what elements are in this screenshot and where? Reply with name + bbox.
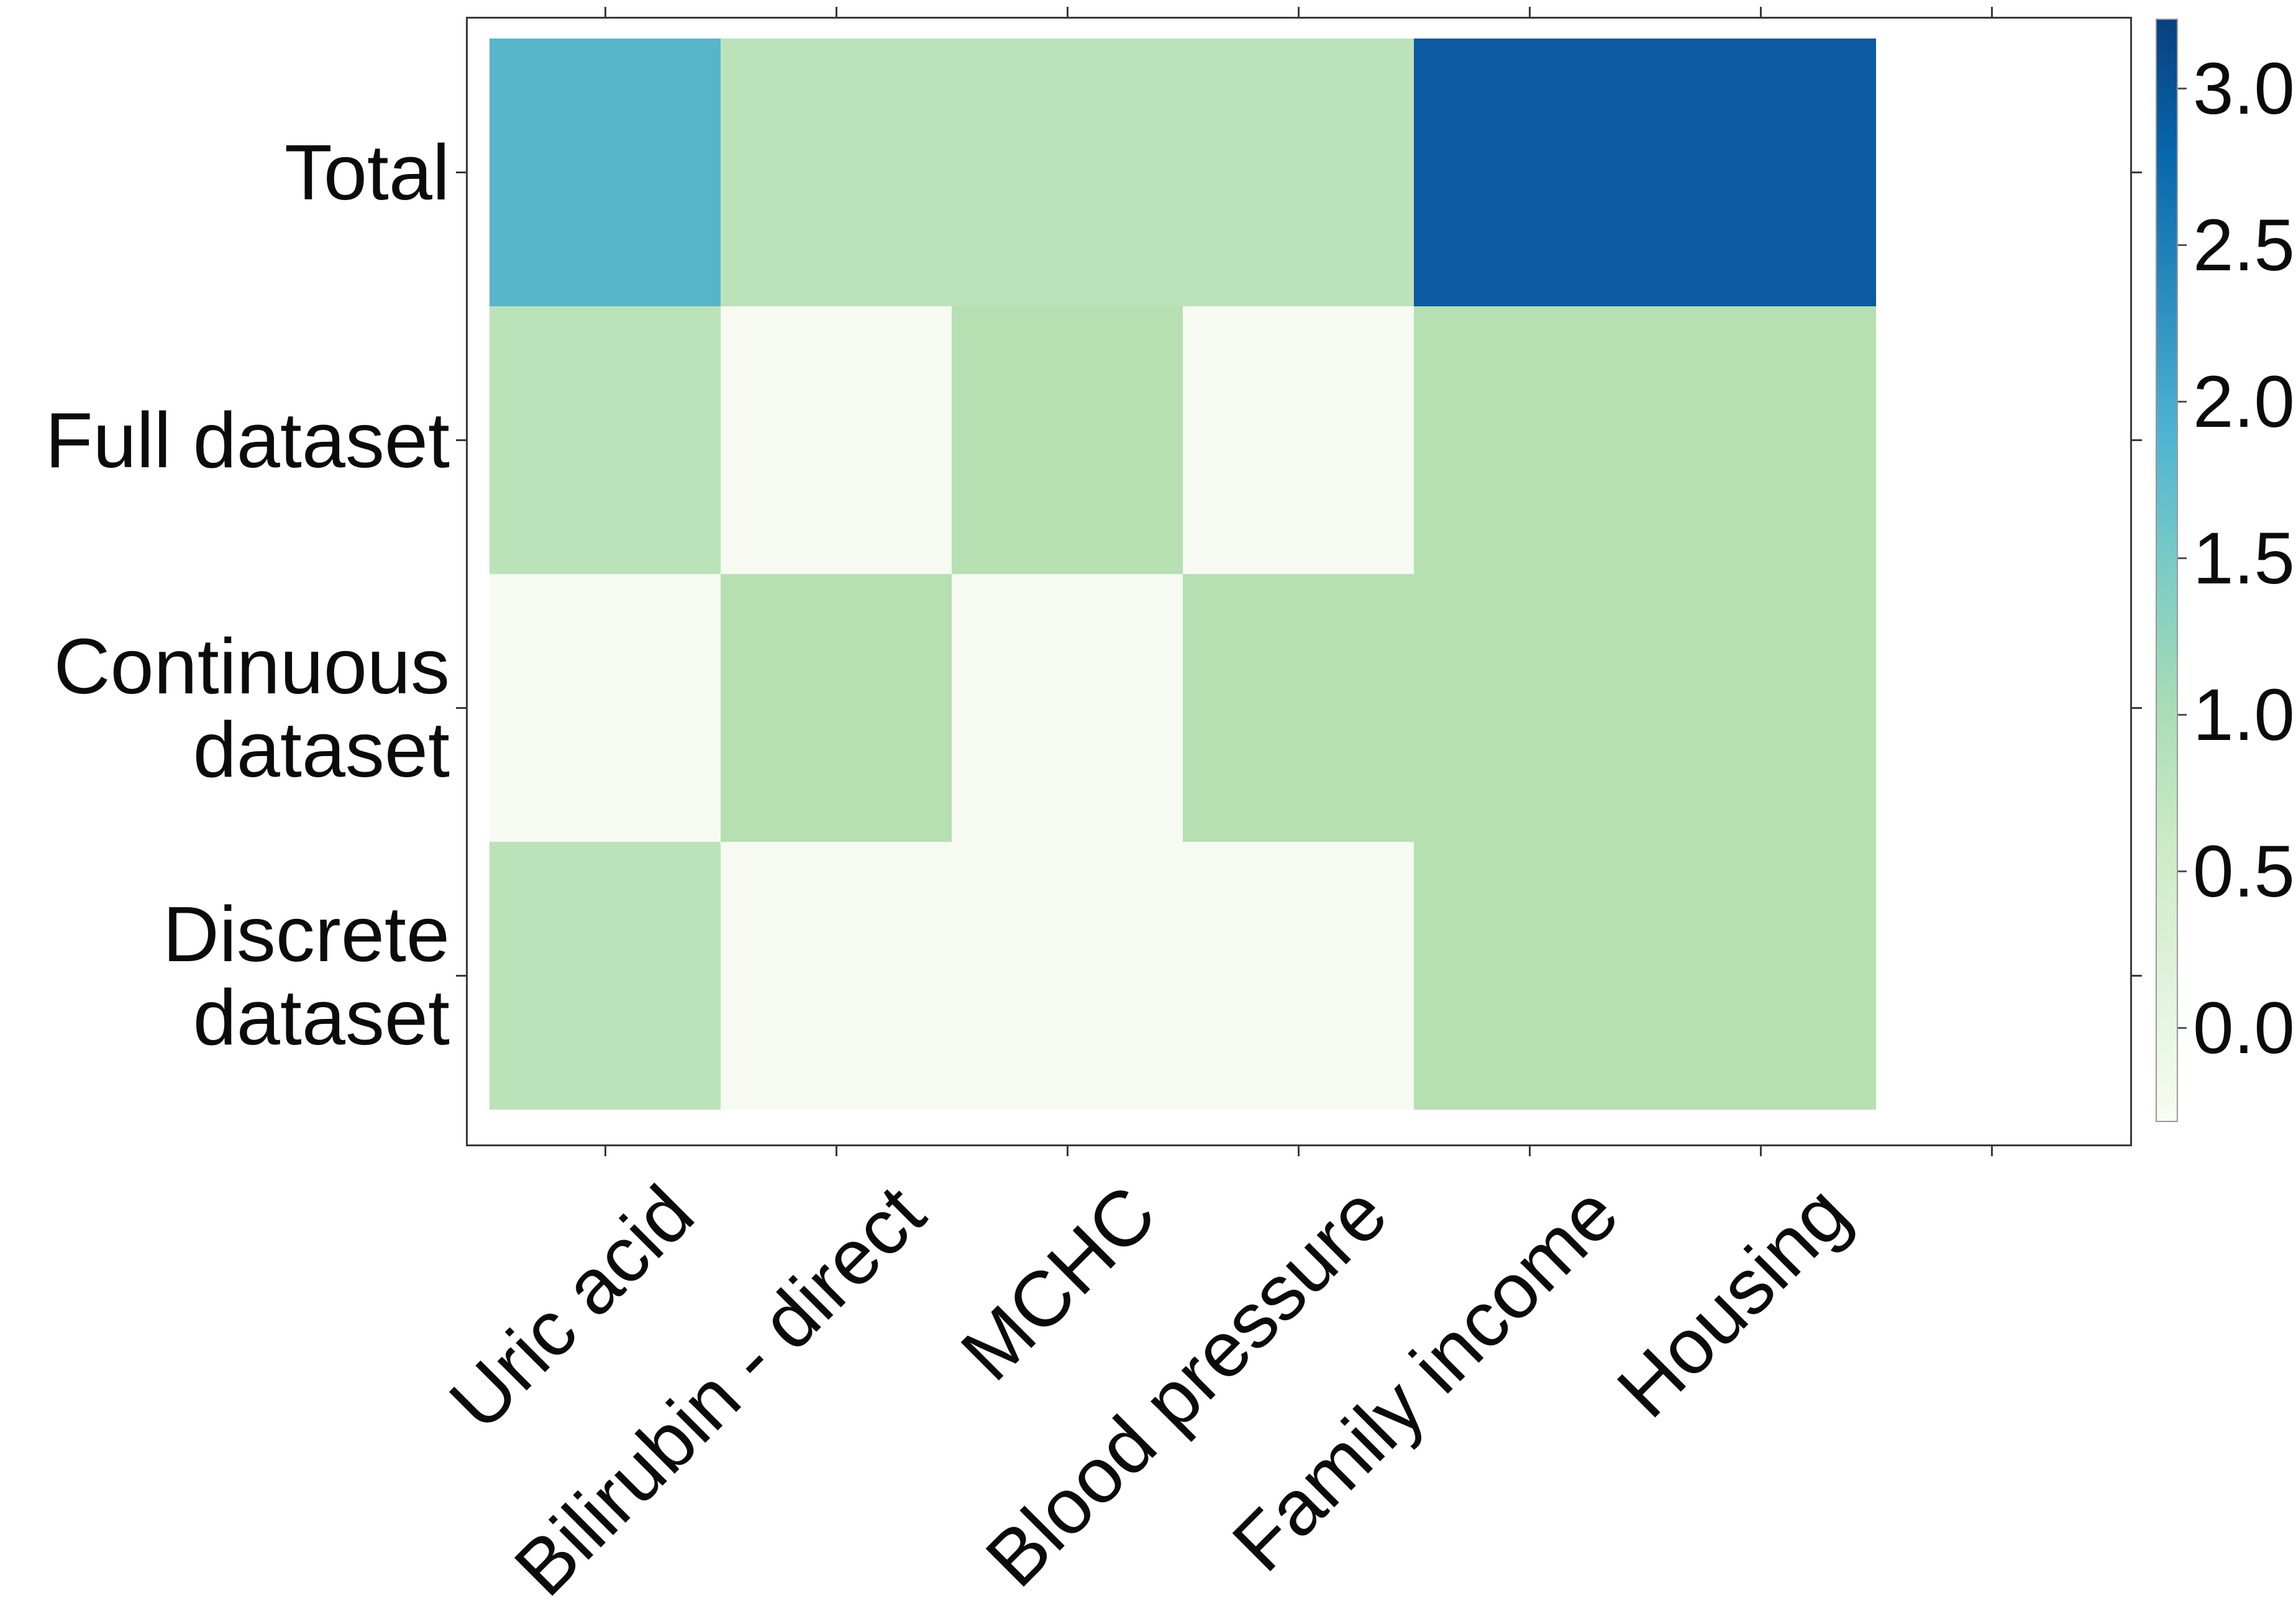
x-tick-bottom-2 <box>1066 1146 1068 1156</box>
heatmap-cell-r0c4 <box>1414 39 1645 306</box>
heatmap-cell-r0c2 <box>952 39 1183 306</box>
colorbar-tick-label-1: 2.5 <box>2193 204 2295 286</box>
y-tick-left-3 <box>456 975 466 977</box>
x-tick-bottom-3 <box>1297 1146 1300 1156</box>
colorbar-tick-3 <box>2178 557 2187 560</box>
heatmap-cell-r1c3 <box>1183 306 1414 574</box>
colorbar-tick-5 <box>2178 870 2187 873</box>
y-tick-right-2 <box>2132 707 2142 709</box>
colorbar-tick-0 <box>2178 88 2187 90</box>
y-tick-left-2 <box>456 707 466 709</box>
colorbar-tick-label-3: 1.5 <box>2193 517 2295 600</box>
y-tick-right-1 <box>2132 439 2142 441</box>
x-tick-top-2 <box>1066 7 1068 17</box>
y-axis-label-1: Full dataset <box>0 396 450 484</box>
colorbar-tick-6 <box>2178 1027 2187 1029</box>
x-tick-bottom-6 <box>1990 1146 1993 1156</box>
heatmap-cell-r0c1 <box>721 39 952 306</box>
y-tick-left-0 <box>456 171 466 173</box>
heatmap-cell-r3c2 <box>952 842 1183 1110</box>
heatmap-cell-r0c5 <box>1645 39 1876 306</box>
colorbar-tick-label-2: 2.0 <box>2193 360 2295 443</box>
heatmap-cell-r2c0 <box>490 574 721 842</box>
y-axis-label-line: dataset <box>193 973 450 1061</box>
heatmap-cell-r3c3 <box>1183 842 1414 1110</box>
colorbar <box>2156 19 2178 1122</box>
colorbar-tick-label-0: 3.0 <box>2193 47 2295 130</box>
x-tick-top-5 <box>1759 7 1762 17</box>
y-tick-right-0 <box>2132 171 2142 173</box>
y-axis-label-line: Full dataset <box>45 396 450 484</box>
y-axis-label-line: Discrete <box>162 890 450 978</box>
plot-frame <box>466 17 2132 1146</box>
y-axis-label-line: dataset <box>193 705 450 793</box>
heatmap-cell-r2c5 <box>1645 574 1876 842</box>
heatmap-cell-r1c1 <box>721 306 952 574</box>
x-tick-bottom-1 <box>835 1146 837 1156</box>
colorbar-tick-label-4: 1.0 <box>2193 673 2295 756</box>
colorbar-tick-label-5: 0.5 <box>2193 830 2295 913</box>
x-tick-bottom-4 <box>1528 1146 1531 1156</box>
heatmap-cell-r2c1 <box>721 574 952 842</box>
x-tick-top-6 <box>1990 7 1993 17</box>
heatmap-cell-r2c2 <box>952 574 1183 842</box>
x-tick-top-0 <box>604 7 606 17</box>
x-tick-top-1 <box>835 7 837 17</box>
heatmap-cell-r0c0 <box>490 39 721 306</box>
heatmap-cell-r3c5 <box>1645 842 1876 1110</box>
heatmap-cell-r1c5 <box>1645 306 1876 574</box>
colorbar-tick-1 <box>2178 244 2187 247</box>
y-axis-label-0: Total <box>0 128 450 216</box>
y-axis-label-2: Continuous dataset <box>0 622 450 793</box>
y-axis-label-line: Continuous <box>53 622 450 710</box>
x-tick-bottom-5 <box>1759 1146 1762 1156</box>
y-tick-right-3 <box>2132 975 2142 977</box>
heatmap-cell-r1c2 <box>952 306 1183 574</box>
colorbar-tick-label-6: 0.0 <box>2193 987 2295 1069</box>
colorbar-tick-4 <box>2178 714 2187 716</box>
heatmap-cell-r3c4 <box>1414 842 1645 1110</box>
heatmap-cell-r2c3 <box>1183 574 1414 842</box>
y-axis-label-3: Discrete dataset <box>0 890 450 1061</box>
heatmap-cell-r3c1 <box>721 842 952 1110</box>
heatmap-cell-r1c0 <box>490 306 721 574</box>
heatmap-cell-r1c4 <box>1414 306 1645 574</box>
heatmap-cell-r3c0 <box>490 842 721 1110</box>
x-tick-top-4 <box>1528 7 1531 17</box>
y-tick-left-1 <box>456 439 466 441</box>
y-axis-label-line: Total <box>284 128 450 216</box>
heatmap-cell-r0c3 <box>1183 39 1414 306</box>
heatmap-cell-r2c4 <box>1414 574 1645 842</box>
colorbar-tick-2 <box>2178 401 2187 403</box>
x-tick-top-3 <box>1297 7 1300 17</box>
x-tick-bottom-0 <box>604 1146 606 1156</box>
